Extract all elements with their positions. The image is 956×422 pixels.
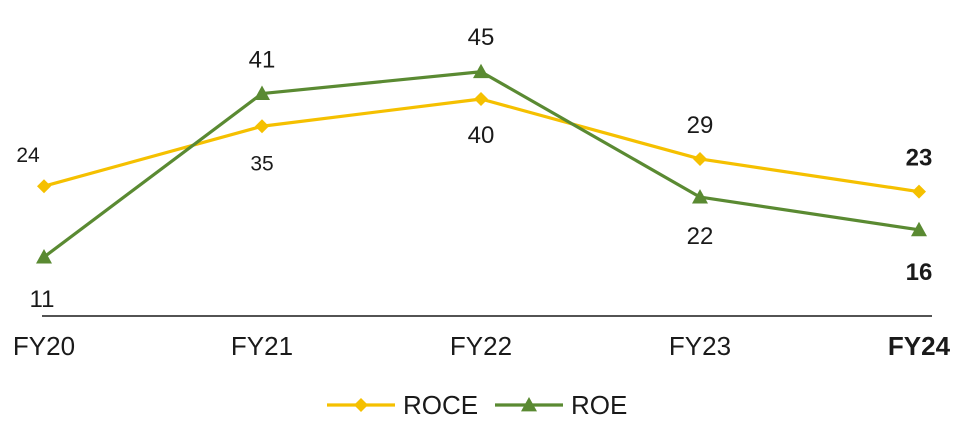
data-point-roce-fy22 — [474, 92, 488, 106]
legend-label-roe: ROE — [571, 390, 627, 417]
x-tick-label-fy23: FY23 — [669, 331, 731, 361]
legend-marker-triangle-icon — [521, 397, 537, 412]
data-label-roe-fy21: 41 — [249, 47, 276, 74]
data-label-roce-fy21: 35 — [250, 152, 273, 175]
data-label-roce-fy22: 40 — [468, 122, 495, 149]
data-label-roe-fy22: 45 — [468, 24, 495, 51]
x-tick-label-fy22: FY22 — [450, 331, 512, 361]
data-point-roce-fy24 — [912, 184, 926, 199]
legend-item-roce: ROCE — [327, 390, 478, 420]
data-label-roce-fy24: 23 — [906, 145, 933, 172]
data-label-roe-fy24: 16 — [906, 259, 933, 286]
data-point-roe-fy21 — [254, 85, 270, 100]
data-point-roe-fy20 — [36, 249, 52, 264]
x-tick-label-fy21: FY21 — [231, 331, 293, 361]
data-label-roe-fy20: 11 — [30, 286, 55, 313]
legend-label-roce: ROCE — [403, 390, 478, 417]
data-point-roe-fy24 — [911, 221, 927, 237]
x-tick-label-fy20: FY20 — [13, 331, 75, 361]
data-label-roce-fy20: 24 — [16, 144, 40, 167]
data-point-roe-fy22 — [473, 63, 489, 79]
data-point-roce-fy21 — [255, 119, 269, 134]
data-point-roce-fy23 — [693, 151, 707, 166]
legend-item-roe: ROE — [495, 390, 627, 420]
data-point-roce-fy20 — [37, 179, 51, 194]
x-tick-label-fy24: FY24 — [888, 331, 951, 361]
data-label-roe-fy23: 22 — [687, 223, 714, 250]
data-point-roe-fy23 — [692, 189, 708, 204]
data-label-roce-fy23: 29 — [687, 112, 714, 139]
legend-marker-diamond-icon — [354, 398, 368, 412]
